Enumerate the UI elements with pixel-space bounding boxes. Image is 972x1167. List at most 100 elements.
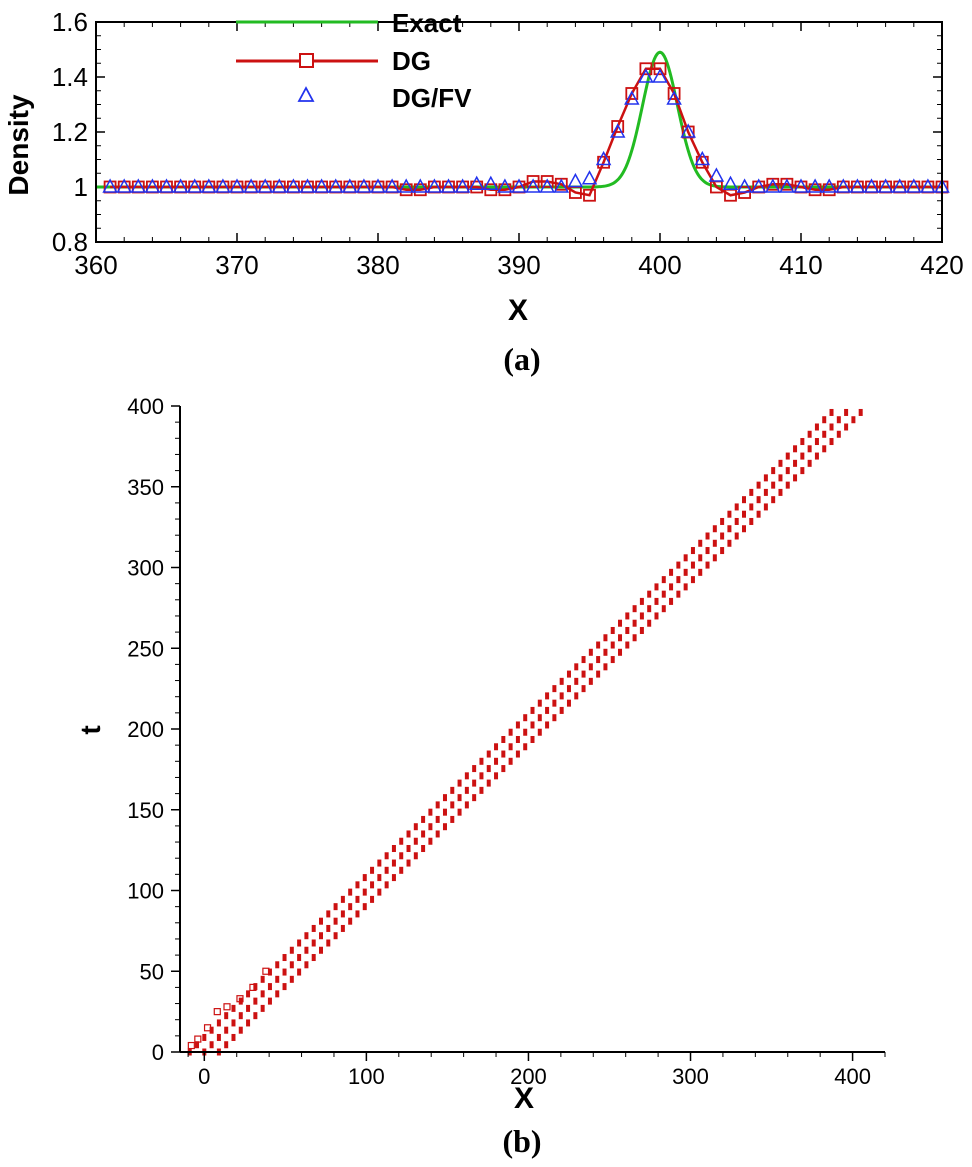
troubled-cell-marker — [763, 474, 768, 482]
dgfv-point — [863, 178, 880, 193]
troubled-cell-marker — [742, 525, 746, 533]
troubled-cell-marker — [523, 714, 528, 722]
dgfv-point — [793, 178, 809, 193]
legend-dg-label: DG — [392, 46, 431, 76]
troubled-cell-marker — [530, 735, 535, 743]
troubled-cell-marker — [311, 924, 316, 932]
troubled-cell-marker — [844, 408, 849, 416]
troubled-cell-marker — [545, 706, 550, 714]
troubled-cell-marker — [829, 438, 834, 446]
troubled-cell-marker — [435, 815, 440, 823]
troubled-cell-marker — [559, 677, 564, 685]
troubled-cell-marker — [749, 503, 754, 511]
troubled-cell-marker — [785, 481, 790, 489]
troubled-cell-marker — [559, 706, 564, 714]
dgfv-series — [102, 68, 950, 193]
troubled-cell-marker — [413, 852, 418, 860]
troubled-cell-marker — [807, 430, 812, 438]
troubled-cell-marker — [275, 975, 280, 983]
y-tick-label: 0 — [152, 1040, 164, 1065]
troubled-cell-marker — [603, 634, 608, 642]
t-chart-x-tick-labels: 0 100 200 300 400 — [198, 1064, 871, 1089]
troubled-cell-marker — [464, 801, 469, 809]
troubled-cell-marker — [216, 1019, 221, 1027]
troubled-cell-marker — [742, 510, 746, 518]
troubled-cell-marker — [238, 1026, 243, 1034]
troubled-cell-marker — [632, 634, 637, 642]
troubled-cell-marker — [486, 779, 491, 787]
caption-a: (a) — [503, 341, 540, 377]
dgfv-point — [920, 178, 936, 193]
density-y-tick-labels: 0.8 1 1.2 1.4 1.6 — [52, 7, 88, 257]
troubled-cell-marker — [552, 714, 557, 722]
troubled-cell-marker — [377, 859, 382, 867]
dgfv-point — [567, 172, 584, 188]
troubled-cell-marker — [836, 416, 841, 424]
troubled-cell-marker — [610, 656, 615, 664]
troubled-cell-marker — [450, 801, 455, 809]
troubled-cell-marker — [683, 554, 688, 562]
y-tick-label: 400 — [127, 394, 164, 419]
troubled-cell-marker — [246, 1019, 251, 1027]
dgfv-point — [342, 178, 358, 193]
x-tick-label: 420 — [920, 250, 963, 280]
troubled-cell-marker — [778, 474, 783, 482]
density-chart-ticks — [95, 21, 943, 243]
caption-b: (b) — [502, 1123, 541, 1159]
troubled-cell-marker — [654, 583, 659, 591]
y-tick-label: 1.4 — [52, 62, 88, 92]
density-y-axis-title: Density — [3, 94, 34, 196]
troubled-cells-axes — [171, 405, 886, 1061]
troubled-cell-marker — [712, 525, 717, 533]
troubled-cell-marker — [262, 967, 270, 975]
troubled-cell-marker — [348, 888, 353, 896]
troubled-cell-marker — [530, 706, 535, 714]
density-x-axis-title: X — [508, 294, 528, 327]
troubled-cell-marker — [435, 830, 440, 838]
troubled-cell-marker — [297, 939, 302, 947]
troubled-cell-marker — [639, 612, 644, 620]
x-tick-label: 360 — [74, 250, 117, 280]
troubled-cell-marker — [486, 750, 491, 758]
legend-exact-label: Exact — [392, 8, 462, 38]
dgfv-point — [130, 178, 147, 193]
troubled-cell-marker — [618, 648, 623, 656]
troubled-cell-marker — [421, 815, 426, 823]
troubled-cell-marker — [822, 416, 827, 424]
troubled-cell-marker — [304, 946, 309, 954]
troubled-cell-marker — [421, 845, 426, 853]
troubled-cell-marker — [435, 801, 440, 809]
troubled-cell-marker — [778, 459, 783, 467]
troubled-cell-marker — [793, 445, 798, 453]
troubled-cell-marker — [319, 917, 323, 925]
troubled-cell-marker — [523, 728, 528, 736]
troubled-cell-markers — [187, 408, 863, 1056]
dgfv-point — [807, 178, 823, 193]
troubled-cell-marker — [785, 467, 790, 475]
density-plot-frame — [95, 21, 943, 243]
y-tick-label: 1.6 — [52, 7, 88, 37]
dgfv-point — [666, 90, 682, 105]
troubled-cell-marker — [249, 983, 257, 992]
troubled-cell-marker — [304, 961, 309, 969]
troubled-cell-marker — [618, 634, 623, 642]
troubled-cell-marker — [282, 983, 287, 991]
dgfv-point — [454, 178, 471, 193]
troubled-cell-marker — [406, 859, 411, 867]
troubled-cell-marker — [647, 619, 652, 627]
troubled-cell-marker — [851, 416, 856, 424]
dgfv-point — [116, 178, 132, 193]
troubled-cell-marker — [763, 488, 768, 496]
troubled-cell-marker — [377, 874, 382, 882]
troubled-cell-marker — [464, 786, 469, 794]
troubled-cell-marker — [625, 626, 630, 634]
troubled-cell-marker — [647, 605, 652, 613]
dgfv-point — [426, 178, 443, 193]
dgfv-point — [144, 178, 161, 193]
dgfv-point — [821, 178, 837, 193]
y-tick-label: 350 — [127, 475, 164, 500]
troubled-cell-marker — [574, 677, 579, 685]
troubled-cell-marker — [771, 496, 776, 504]
troubled-cell-marker — [581, 685, 586, 693]
dgfv-point — [750, 178, 767, 193]
